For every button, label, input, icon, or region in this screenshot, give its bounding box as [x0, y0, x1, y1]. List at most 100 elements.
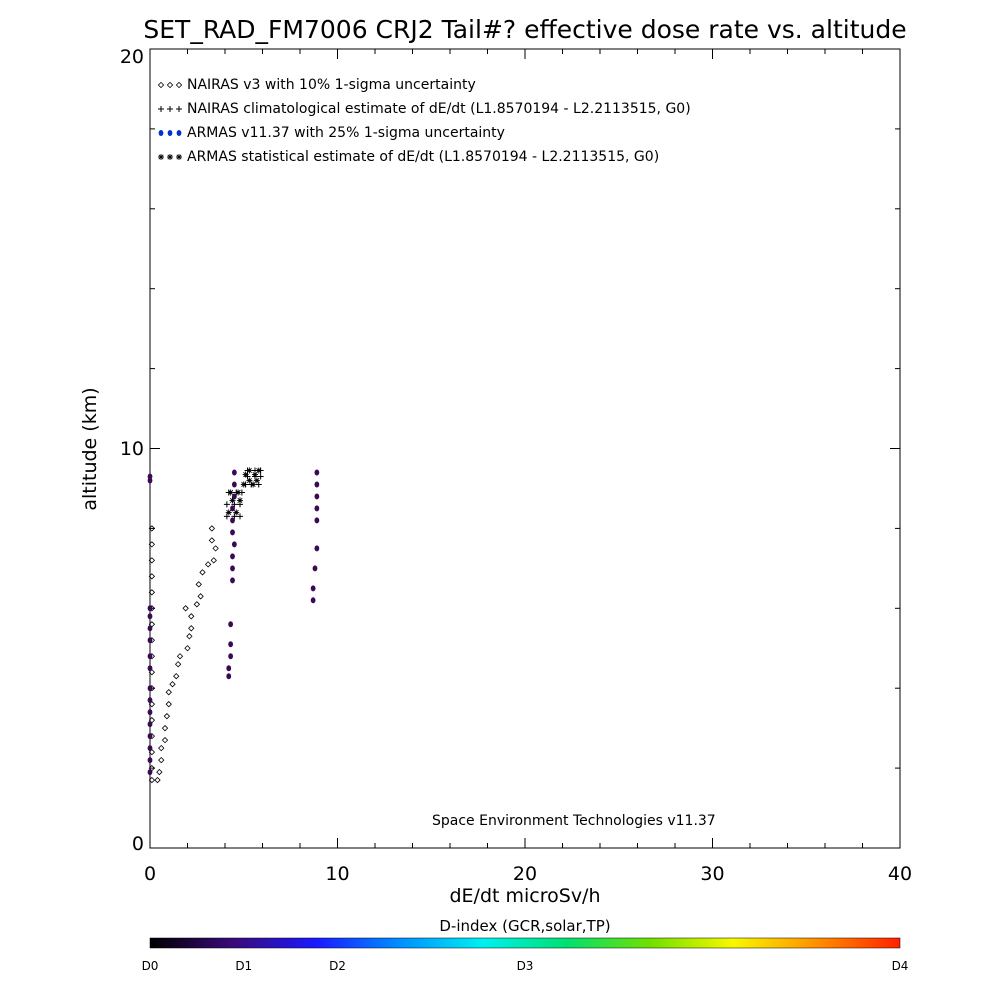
colorbar-title: D-index (GCR,solar,TP) — [439, 917, 610, 935]
armas-statistical-point — [252, 471, 258, 478]
armas-point — [147, 745, 153, 752]
colorbar-labels: D0 D1 D2 D3 D4 — [142, 959, 909, 973]
colorbar-label: D3 — [517, 959, 534, 973]
nairas-point — [208, 525, 216, 532]
legend-marker — [176, 154, 182, 160]
legend-label-nairas-climatological: NAIRAS climatological estimate of dE/dt … — [187, 101, 691, 117]
armas-point — [147, 637, 153, 644]
legend-symbol-nairas — [157, 81, 183, 89]
legend-symbol-armas — [158, 130, 182, 136]
nairas-point — [158, 744, 165, 752]
y-tick-label-0: 0 — [132, 833, 144, 855]
armas-point — [147, 757, 153, 764]
nairas-point — [148, 525, 156, 532]
armas-point — [231, 493, 237, 500]
nairas-point — [148, 557, 156, 564]
legend-marker — [158, 106, 164, 112]
armas-point — [230, 577, 235, 584]
armas-point — [314, 505, 320, 512]
armas-statistical-point — [225, 509, 232, 516]
nairas-point — [154, 776, 161, 784]
y-tick-label-20: 20 — [120, 46, 144, 68]
nairas-point — [165, 689, 172, 696]
armas-point — [230, 529, 235, 536]
colorbar-label: D2 — [329, 959, 346, 973]
nairas-point — [212, 545, 219, 552]
armas-point — [310, 585, 316, 592]
armas-point — [147, 665, 153, 672]
nairas-point — [176, 653, 184, 660]
armas-point — [312, 565, 318, 572]
armas-point — [230, 505, 235, 512]
data-points — [147, 467, 320, 784]
nairas-point — [148, 776, 156, 784]
plot-border — [149, 48, 901, 849]
chart-title: SET_RAD_FM7006 CRJ2 Tail#? effective dos… — [143, 15, 906, 44]
nairas-point — [173, 673, 180, 680]
nairas-point — [193, 601, 201, 608]
legend-marker — [157, 81, 165, 89]
nairas-point — [204, 561, 212, 568]
nairas-point — [163, 712, 171, 720]
armas-point — [226, 673, 232, 680]
legend-marker — [167, 130, 173, 136]
armas-statistical-point — [246, 467, 253, 474]
x-tick-label-20: 20 — [513, 863, 537, 885]
x-tick-label-10: 10 — [325, 863, 349, 885]
nairas-point — [148, 748, 156, 756]
nairas-point — [169, 681, 176, 688]
legend-marker — [176, 130, 182, 136]
armas-statistical-point — [227, 489, 234, 496]
nairas-point — [174, 661, 182, 668]
armas-point — [147, 769, 153, 776]
colorbar-label: D0 — [142, 959, 159, 973]
x-axis-label: dE/dt microSv/h — [449, 885, 600, 907]
nairas-point — [165, 701, 172, 708]
nairas-climatological-point — [237, 513, 243, 520]
credit-text: Space Environment Technologies v11.37 — [432, 813, 716, 829]
armas-point — [231, 541, 237, 548]
armas-point — [147, 625, 153, 632]
nairas-point — [208, 537, 216, 544]
legend-label-armas: ARMAS v11.37 with 25% 1-sigma uncertaint… — [187, 125, 505, 141]
x-tick-label-30: 30 — [700, 863, 724, 885]
nairas-climatological-point — [257, 473, 264, 480]
armas-statistical-point — [240, 481, 247, 488]
armas-point — [147, 685, 153, 692]
nairas-point — [148, 573, 156, 580]
colorbar-label: D1 — [235, 959, 252, 973]
nairas-point — [186, 633, 193, 640]
legend-marker — [158, 130, 164, 136]
nairas-point — [148, 589, 156, 596]
legend-marker — [166, 81, 174, 89]
legend-label-armas-statistical: ARMAS statistical estimate of dE/dt (L1.… — [187, 149, 659, 165]
armas-statistical-point — [246, 477, 253, 484]
nairas-point — [182, 605, 189, 612]
armas-point — [314, 545, 320, 552]
armas-point — [147, 721, 153, 728]
armas-point — [314, 517, 320, 524]
nairas-point — [199, 569, 206, 576]
armas-statistical-point — [250, 481, 257, 488]
armas-point — [228, 641, 234, 648]
armas-statistical-point — [233, 509, 240, 516]
y-tick-label-10: 10 — [120, 438, 144, 460]
legend-marker — [158, 154, 164, 160]
nairas-point — [188, 625, 195, 632]
nairas-point — [148, 669, 156, 676]
armas-point — [230, 517, 235, 524]
armas-point — [314, 469, 320, 476]
nairas-point — [148, 701, 156, 708]
x-tick-label-40: 40 — [888, 863, 912, 885]
legend-symbol-nairas-climatological — [158, 106, 182, 112]
armas-statistical-point — [229, 497, 236, 504]
nairas-point — [161, 736, 169, 744]
armas-point — [226, 665, 232, 672]
nairas-point — [210, 557, 217, 564]
legend-marker — [175, 81, 183, 89]
armas-point — [147, 605, 153, 612]
nairas-climatological-point — [223, 501, 230, 508]
y-axis-label: altitude (km) — [79, 387, 101, 510]
armas-statistical-point — [235, 489, 242, 496]
nairas-point — [148, 541, 156, 548]
